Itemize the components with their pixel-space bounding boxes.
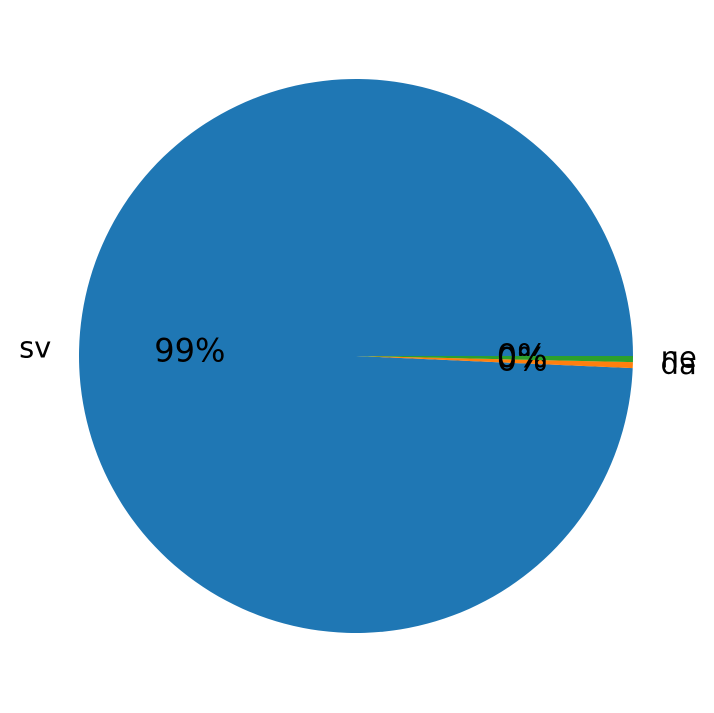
percent-label: 0% — [497, 337, 548, 375]
category-label: da — [661, 347, 697, 381]
percent-label: 99% — [154, 331, 225, 369]
pie-wedge — [78, 79, 634, 634]
pie-wedge — [356, 356, 633, 369]
category-label: sv — [19, 330, 51, 364]
category-label: ne — [661, 340, 697, 374]
pie-wedge — [356, 356, 633, 363]
